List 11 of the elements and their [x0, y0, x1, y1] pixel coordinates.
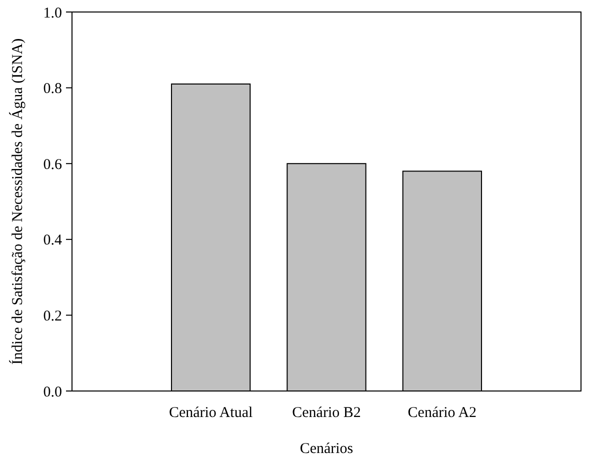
x-axis-title: Cenários — [300, 441, 354, 457]
x-tick-label: Cenário A2 — [408, 405, 477, 421]
y-tick-label: 0.6 — [43, 156, 62, 173]
y-tick-label: 0.4 — [43, 232, 62, 249]
y-tick-label: 0.8 — [43, 81, 62, 98]
x-tick-label: Cenário Atual — [168, 405, 253, 421]
y-tick-label: 0.2 — [43, 308, 62, 324]
x-tick-label: Cenário B2 — [292, 405, 361, 421]
y-tick-label: 1.0 — [43, 5, 62, 22]
y-tick-label: 0.0 — [43, 384, 62, 400]
y-axis-title: Índice de Satisfação de Necessidades de Água (ISNA) — [9, 38, 26, 365]
